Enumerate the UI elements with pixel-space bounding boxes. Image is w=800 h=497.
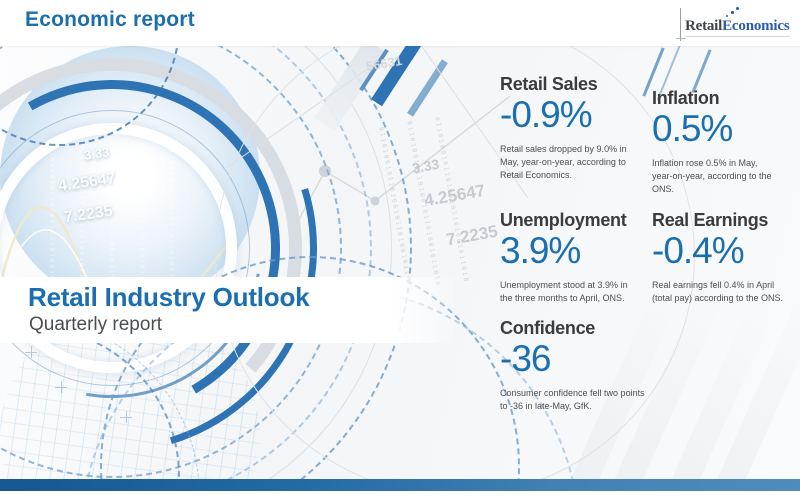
stat-description: Retail sales dropped by 9.0% in May, yea… [500,143,627,180]
logo-text-retail: Retail [685,18,723,34]
stat-value: -36 [500,338,551,379]
report-subtitle: Quarterly report [29,314,163,335]
header: Economic report RetailEconomics [0,0,800,46]
stat-value: 3.9% [500,230,581,271]
stat-unemployment: Unemployment 3.9% Unemployment stood at … [500,210,642,305]
stat-label: Retail Sales [500,74,598,94]
stat-label: Inflation [652,88,720,108]
binary-texture: 011010010110100101101001011010 [48,141,55,310]
logo-text: RetailEconomics [685,18,790,37]
binary-texture: 011010010110100101101001011010 [168,144,175,313]
logo-dot [731,11,734,14]
decor-cross-mark [120,411,132,423]
stat-inflation: Inflation 0.5% Inflation rose 0.5% in Ma… [652,88,774,196]
page-title: Economic report [25,8,195,31]
stat-value: -0.4% [652,230,745,271]
decor-cross-mark [25,346,37,358]
binary-texture: 011010010110100101101001011010 [138,130,145,299]
retail-economics-logo: RetailEconomics [676,7,790,41]
stat-description: Consumer confidence fell two points to -… [500,387,645,411]
binary-texture: 011010010110100101101001011010 [108,124,115,293]
stat-label: Unemployment [500,210,627,230]
decor-ghost-ring [215,46,695,479]
background-art: 011010010110100101101001011010 011010010… [0,46,800,479]
footer-accent-bar [0,479,800,491]
stat-confidence: Confidence -36 Consumer confidence fell … [500,318,648,413]
stat-description: Real earnings fell 0.4% in April (total … [652,279,784,303]
decor-streak-right-3 [691,49,712,93]
stat-label: Confidence [500,318,596,338]
logo-vertical-line [680,8,681,41]
stat-description: Inflation rose 0.5% in May, year-on-year… [652,157,772,194]
stat-real-earnings: Real Earnings -0.4% Real earnings fell 0… [652,210,786,305]
logo-dot [736,7,739,10]
hero-band: Retail Industry Outlook Quarterly report [0,277,458,343]
logo-dot [726,15,728,17]
stat-description: Unemployment stood at 3.9% in the three … [500,279,628,303]
decor-cross-mark [55,381,67,393]
report-title: Retail Industry Outlook [28,282,310,312]
stat-value: -0.9% [500,94,593,135]
stat-retail-sales: Retail Sales -0.9% Retail sales dropped … [500,74,628,182]
binary-texture: 011010010110100101101001011010 [78,128,85,297]
logo-tick-line [676,38,686,39]
stat-value: 0.5% [652,108,733,149]
logo-text-economics: Economics [722,18,790,34]
stat-label: Real Earnings [652,210,769,230]
